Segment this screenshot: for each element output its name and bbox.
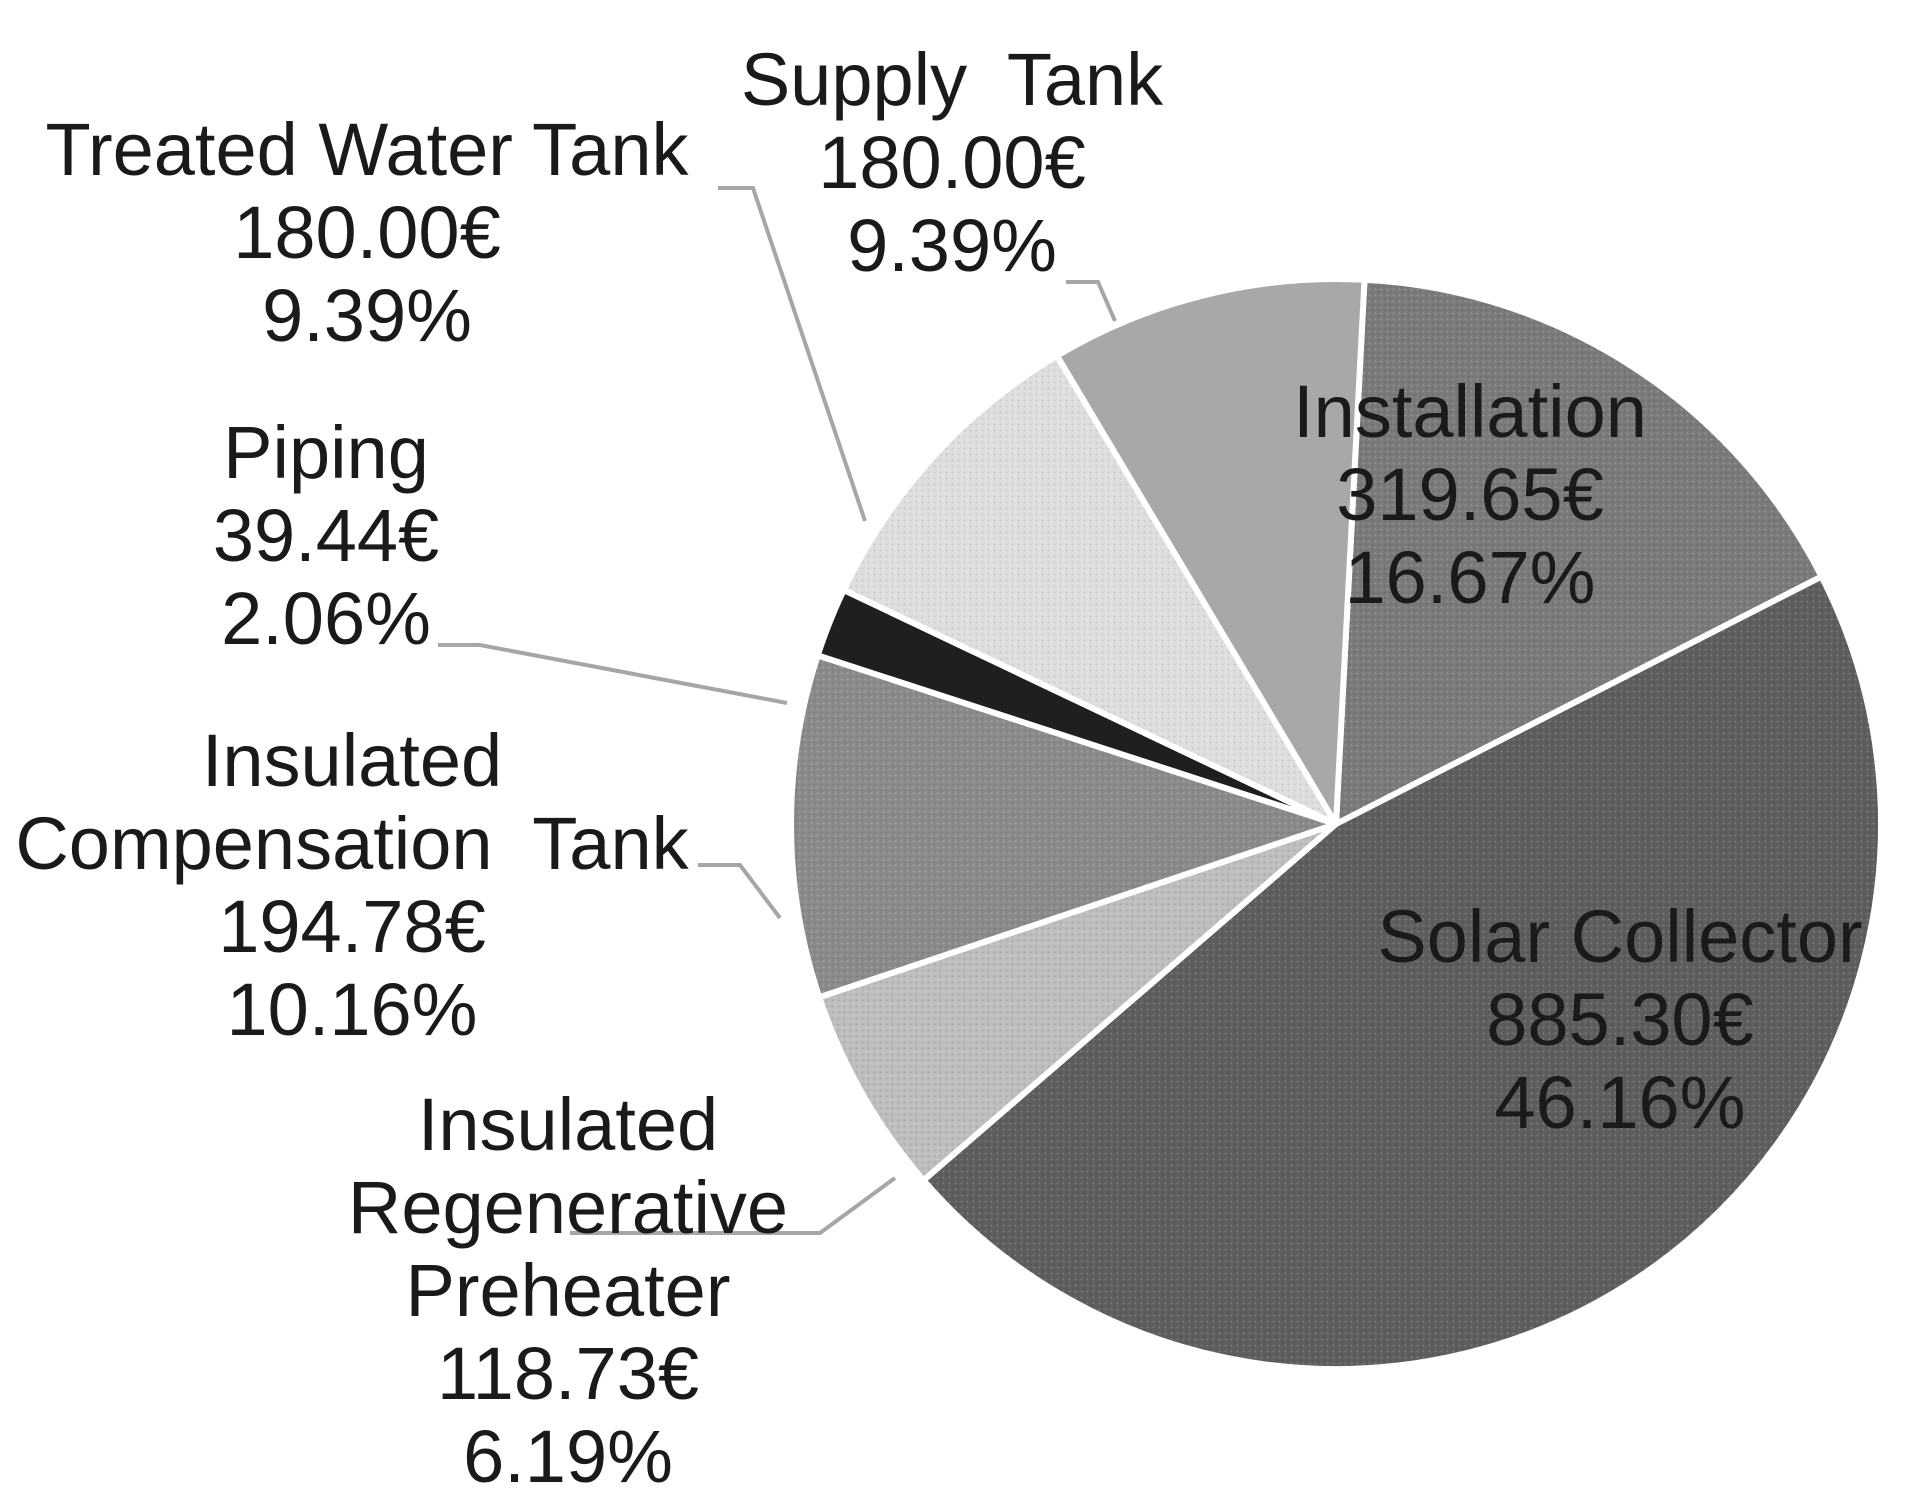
pie-slice-fill-supply-tank — [1057, 279, 1365, 824]
slice-percent-piping: 2.06% — [221, 577, 431, 660]
pie-slices — [788, 276, 1884, 1372]
pie-slice-border-treated-water-tank — [840, 352, 1339, 827]
slice-percent-insulated-compensation-tank: 10.16% — [227, 968, 478, 1051]
leader-line-supply-tank — [1066, 280, 1117, 322]
slice-name-installation: Installation — [1293, 370, 1647, 453]
pie-slice-texture-insulated-compensation-tank — [790, 655, 1336, 998]
pie-slice-border-supply-tank — [1054, 276, 1368, 827]
slice-name-insulated-regenerative-preheater: Insulated — [418, 1083, 718, 1166]
pie-slice-border-insulated-regenerative-preheater — [816, 821, 1339, 1184]
slice-name-insulated-regenerative-preheater: Regenerative — [348, 1166, 788, 1249]
slice-value-supply-tank: 180.00€ — [818, 121, 1086, 204]
pie-slice-texture-installation — [1336, 279, 1822, 824]
pie-slice-texture-treated-water-tank — [843, 355, 1336, 824]
slice-value-insulated-regenerative-preheater: 118.73€ — [437, 1332, 699, 1415]
slice-label-supply-tank: Supply Tank 180.00€ 9.39% — [741, 38, 1164, 287]
pie-slice-texture-insulated-regenerative-preheater — [819, 824, 1336, 1181]
slice-percent-supply-tank: 9.39% — [847, 204, 1057, 287]
leader-line-insulated-regenerative-preheater — [570, 1176, 897, 1235]
slice-label-insulated-compensation-tank: Insulated Compensation Tank 194.78€ 10.16% — [15, 719, 689, 1051]
slice-value-installation: 319.65€ — [1336, 453, 1604, 536]
slice-name-solar-collector: Solar Collector — [1377, 895, 1862, 978]
leader-line-treated-water-tank — [718, 186, 867, 522]
leader-line-piping — [438, 643, 788, 705]
slice-value-solar-collector: 885.30€ — [1486, 978, 1754, 1061]
slice-label-piping: Piping 39.44€ 2.06% — [213, 411, 439, 660]
pie-slice-insulated-regenerative-preheater — [816, 821, 1339, 1184]
slice-labels: Installation 319.65€ 16.67% Solar Collector… — [15, 38, 1862, 1498]
slice-value-insulated-compensation-tank: 194.78€ — [218, 885, 486, 968]
slice-label-installation: Installation 319.65€ 16.67% — [1293, 370, 1647, 619]
slice-percent-insulated-regenerative-preheater: 6.19% — [463, 1415, 673, 1498]
pie-slice-insulated-compensation-tank — [788, 652, 1339, 1001]
pie-slice-border-installation — [1333, 276, 1825, 827]
pie-slice-supply-tank — [1054, 276, 1368, 827]
pie-slice-installation — [1333, 276, 1825, 827]
slice-value-treated-water-tank: 180.00€ — [233, 191, 501, 274]
pie-slice-texture-solar-collector — [923, 576, 1881, 1369]
slice-name-supply-tank: Supply Tank — [741, 38, 1164, 121]
pie-slice-solar-collector — [920, 573, 1884, 1372]
slice-percent-installation: 16.67% — [1345, 536, 1596, 619]
slice-value-piping: 39.44€ — [213, 494, 439, 577]
slice-label-insulated-regenerative-preheater: Insulated Regenerative Preheater 118.73€ 6.1… — [348, 1083, 788, 1498]
slice-percent-solar-collector: 46.16% — [1495, 1061, 1746, 1144]
pie-slice-border-insulated-compensation-tank — [788, 652, 1339, 1001]
slice-name-insulated-regenerative-preheater: Preheater — [406, 1249, 731, 1332]
slice-label-treated-water-tank: Treated Water Tank 180.00€ 9.39% — [46, 108, 690, 357]
slice-label-solar-collector: Solar Collector 885.30€ 46.16% — [1377, 895, 1862, 1144]
slice-name-piping: Piping — [223, 411, 429, 494]
pie-slice-border-solar-collector — [920, 573, 1884, 1372]
slice-name-treated-water-tank: Treated Water Tank — [46, 108, 690, 191]
slice-percent-treated-water-tank: 9.39% — [262, 274, 472, 357]
pie-slice-treated-water-tank — [840, 352, 1339, 827]
slice-name-insulated-compensation-tank: Insulated — [202, 719, 502, 802]
leader-lines — [438, 186, 1117, 1235]
leader-line-insulated-compensation-tank — [698, 863, 782, 920]
slice-name-insulated-compensation-tank: Compensation Tank — [15, 802, 689, 885]
